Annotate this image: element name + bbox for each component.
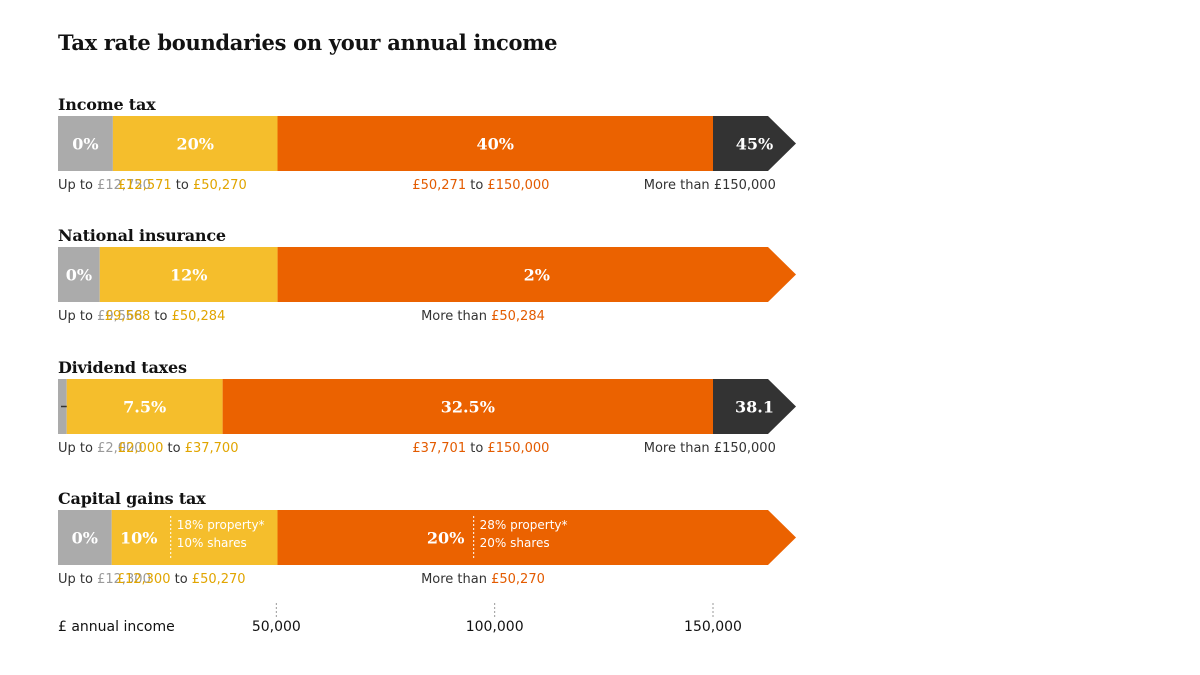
- range-text: to: [466, 441, 488, 456]
- range-amount: £37,701: [412, 441, 467, 456]
- range-label: £37,701 to £150,000: [412, 441, 549, 456]
- range-text: Up to: [58, 178, 98, 193]
- range-label: £2,000 to £37,700: [118, 441, 239, 456]
- segment-label: 12%: [170, 266, 207, 285]
- segment-label: 0%: [72, 529, 98, 548]
- chart-title: Tax rate boundaries on your annual incom…: [58, 30, 558, 55]
- segment-label: 2%: [524, 266, 550, 285]
- range-label: More than £150,000: [644, 178, 776, 193]
- range-label: More than £50,284: [421, 309, 545, 324]
- range-amount: £50,270: [192, 178, 247, 193]
- x-axis-label: £ annual income: [58, 619, 175, 635]
- segment-note: 18% property*: [177, 518, 265, 532]
- section-title: Capital gains tax: [58, 489, 206, 508]
- range-text: to: [171, 178, 193, 193]
- range-text: More than: [421, 309, 492, 324]
- range-text: More than: [643, 441, 714, 456]
- range-text: to: [170, 572, 192, 587]
- range-amount: £9,568: [104, 309, 151, 324]
- range-text: More than: [421, 572, 492, 587]
- segment-label: 20%: [427, 529, 464, 548]
- range-amount: £2,000: [97, 441, 143, 456]
- bar-segment: [111, 510, 278, 565]
- range-label: More than £50,270: [421, 572, 545, 587]
- bar-segment: [58, 116, 113, 171]
- segment-label: 40%: [477, 135, 514, 154]
- section-title: Dividend taxes: [58, 358, 187, 377]
- section-title: National insurance: [58, 226, 226, 245]
- range-amount: £150,000: [487, 178, 550, 193]
- bar-segment: [58, 510, 112, 565]
- range-text: Up to: [58, 572, 98, 587]
- range-amount: £50,270: [491, 572, 545, 587]
- range-amount: £37,700: [184, 441, 239, 456]
- range-amount: £12,300: [97, 572, 151, 587]
- segment-label: 38.1: [735, 398, 774, 417]
- bar-segment: [222, 379, 713, 434]
- x-tick-label: 100,000: [465, 619, 524, 635]
- range-label: £12,300 to £50,270: [117, 572, 246, 587]
- segment-label: 0%: [72, 135, 98, 154]
- range-amount: £2,000: [117, 441, 164, 456]
- bar-segment: [277, 116, 713, 171]
- bar-3: 0% 10% 18% property* 10% shares 20% 28% prope…: [58, 510, 796, 565]
- range-label: Up to £12,750: [58, 178, 151, 193]
- bar-segment: [713, 379, 796, 434]
- segment-label: 0%: [66, 266, 92, 285]
- range-text: Up to: [58, 309, 98, 324]
- range-text: to: [150, 309, 172, 324]
- range-text: Up to: [58, 441, 98, 456]
- range-text: to: [163, 441, 185, 456]
- range-label: £50,271 to £150,000: [412, 178, 549, 193]
- segment-label: 10%: [120, 529, 157, 548]
- bar-segment: [112, 116, 278, 171]
- x-tick-label: 150,000: [684, 619, 742, 635]
- range-label: More than £150,000: [644, 441, 776, 456]
- range-label: Up to £2,000: [58, 441, 143, 456]
- range-amount: £12,300: [116, 572, 171, 587]
- segment-note: 28% property*: [480, 518, 568, 532]
- bar-segment: [277, 247, 796, 302]
- bar-segment: [713, 116, 796, 171]
- section-title: Income tax: [58, 95, 156, 114]
- range-label: Up to £12,300: [58, 572, 151, 587]
- segment-label: 7.5%: [123, 398, 166, 417]
- range-amount: £50,284: [171, 309, 226, 324]
- range-amount: £12,750: [97, 178, 151, 193]
- bar-0: 0% 20% 40% 45%: [58, 116, 796, 171]
- range-amount: £9,568: [97, 309, 143, 324]
- range-amount: £50,284: [491, 309, 545, 324]
- bar-1: 0% 12% 2%: [58, 247, 796, 302]
- range-label: Up to £9,568: [58, 309, 143, 324]
- range-label: £12,571 to £50,270: [118, 178, 247, 193]
- range-label: £9,568 to £50,284: [105, 309, 226, 324]
- range-amount: £150,000: [487, 441, 550, 456]
- range-amount: £150,000: [713, 441, 776, 456]
- segment-label: 20%: [176, 135, 213, 154]
- bar-segment: [99, 247, 278, 302]
- segment-note: 10% shares: [177, 536, 247, 550]
- segment-note: 20% shares: [480, 536, 550, 550]
- bar-segment: [66, 379, 223, 434]
- range-amount: £50,271: [412, 178, 467, 193]
- segment-label: 45%: [736, 135, 773, 154]
- segment-label: 32.5%: [441, 398, 495, 417]
- bar-segment: [277, 510, 796, 565]
- range-amount: £12,571: [117, 178, 172, 193]
- range-amount: £50,270: [191, 572, 246, 587]
- bar-2: 0%7.5%32.5%38.1: [58, 379, 796, 434]
- bar-segment: [58, 247, 100, 302]
- range-text: to: [466, 178, 488, 193]
- range-amount: £150,000: [713, 178, 776, 193]
- range-text: More than: [643, 178, 714, 193]
- x-tick-label: 50,000: [251, 619, 301, 635]
